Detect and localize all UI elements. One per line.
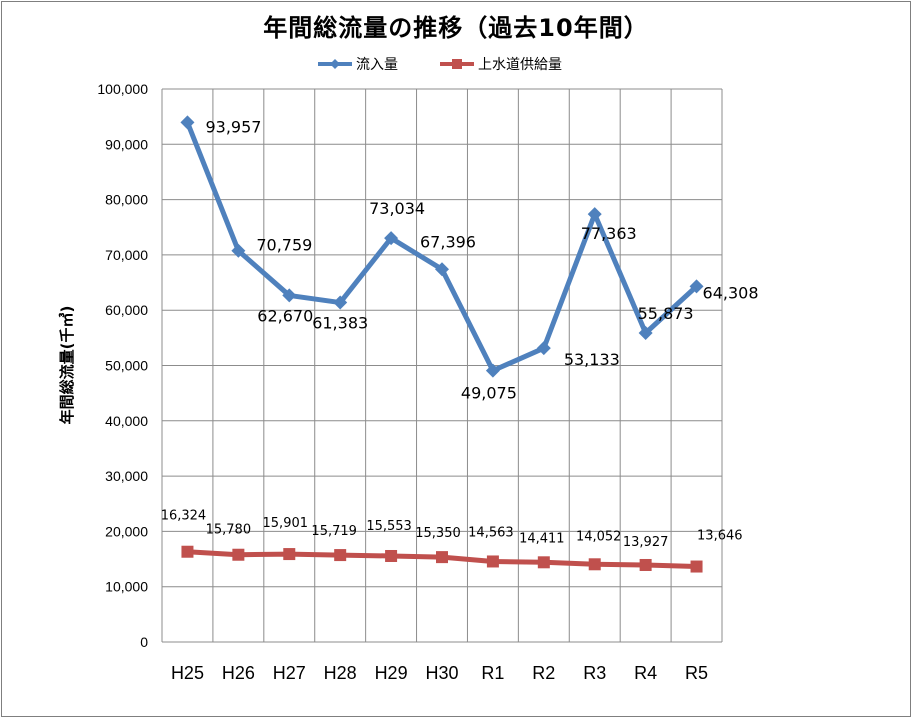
data-point-marker — [283, 548, 296, 561]
x-tick-label: R2 — [532, 663, 555, 683]
data-label: 14,563 — [468, 525, 514, 540]
data-point-marker — [485, 363, 500, 378]
data-point-marker — [690, 560, 703, 573]
data-point-marker — [536, 341, 551, 356]
x-tick-label: H26 — [222, 663, 255, 683]
data-label: 55,873 — [638, 304, 694, 323]
data-label: 77,363 — [581, 224, 637, 243]
y-tick-label: 100,000 — [97, 81, 148, 97]
data-point-marker — [435, 262, 449, 277]
data-point-marker — [689, 279, 704, 294]
data-label: 15,780 — [206, 523, 252, 538]
data-label: 13,646 — [697, 529, 743, 544]
y-tick-label: 70,000 — [105, 247, 148, 263]
chart-title: 年間総流量の推移（過去10年間） — [263, 14, 649, 42]
data-point-marker — [537, 556, 550, 569]
data-point-marker — [385, 549, 398, 562]
data-label: 13,927 — [623, 535, 669, 550]
data-label: 16,324 — [161, 509, 207, 524]
x-tick-label: H29 — [375, 663, 408, 683]
data-point-marker — [436, 551, 448, 564]
y-tick-label: 90,000 — [105, 136, 148, 152]
data-label: 53,133 — [564, 350, 620, 369]
data-label: 15,719 — [311, 524, 357, 539]
y-tick-label: 80,000 — [105, 192, 148, 208]
data-label: 15,350 — [415, 526, 461, 541]
x-tick-label: H30 — [425, 663, 458, 683]
data-label: 73,034 — [369, 199, 425, 218]
y-tick-label: 50,000 — [105, 358, 148, 374]
x-tick-label: R4 — [634, 663, 657, 683]
x-tick-label: H28 — [324, 663, 357, 683]
data-point-marker — [384, 231, 399, 246]
y-tick-label: 20,000 — [105, 523, 148, 539]
data-label: 14,411 — [519, 531, 565, 546]
legend-marker — [330, 59, 340, 69]
data-label: 61,383 — [312, 314, 368, 333]
data-point-marker — [231, 243, 246, 258]
data-label: 14,052 — [576, 529, 622, 544]
x-tick-label: R3 — [583, 663, 606, 683]
legend-label: 流入量 — [356, 57, 398, 73]
x-tick-label: H25 — [171, 663, 204, 683]
data-point-marker — [486, 555, 499, 568]
x-tick-label: R5 — [685, 663, 708, 683]
x-tick-label: R1 — [481, 663, 504, 683]
data-point-marker — [282, 288, 297, 303]
legend-label: 上水道供給量 — [478, 57, 562, 73]
y-axis-label: 年間総流量(千㎥) — [58, 306, 76, 425]
x-tick-label: H27 — [273, 663, 306, 683]
y-tick-label: 30,000 — [105, 468, 148, 484]
data-point-marker — [638, 326, 653, 341]
y-tick-label: 60,000 — [105, 302, 148, 318]
data-label: 15,553 — [366, 519, 412, 534]
data-point-marker — [232, 548, 245, 561]
data-point-marker — [181, 545, 194, 558]
data-label: 70,759 — [256, 236, 312, 255]
data-label: 93,957 — [205, 117, 261, 136]
data-point-marker — [639, 558, 652, 571]
data-label: 15,901 — [263, 516, 309, 531]
y-tick-label: 0 — [140, 634, 148, 650]
data-label: 67,396 — [420, 232, 476, 251]
data-point-marker — [333, 295, 348, 310]
data-point-marker — [588, 558, 601, 571]
data-point-marker — [180, 115, 195, 130]
data-point-marker — [334, 549, 347, 562]
legend-marker — [452, 59, 462, 69]
data-label: 49,075 — [461, 384, 517, 403]
y-tick-label: 40,000 — [105, 413, 148, 429]
data-point-marker — [587, 207, 602, 222]
data-label: 64,308 — [703, 283, 759, 302]
data-label: 62,670 — [257, 306, 313, 325]
y-tick-label: 10,000 — [105, 579, 148, 595]
